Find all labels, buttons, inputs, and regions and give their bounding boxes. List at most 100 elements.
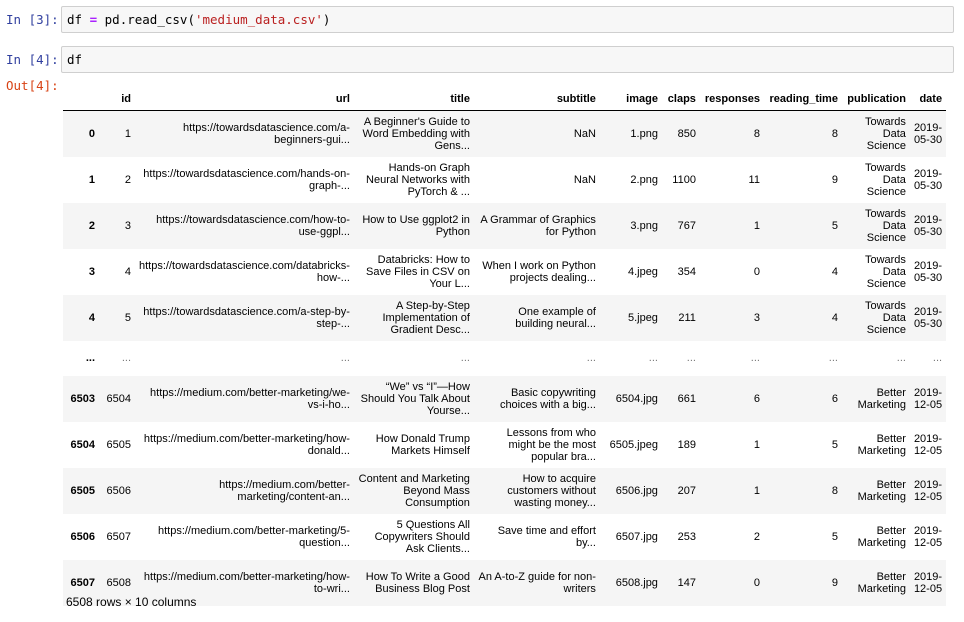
cell-image: 6504.jpg	[615, 392, 658, 405]
cell-date: 2019-05-30	[913, 305, 943, 330]
column-header-image: image	[599, 88, 662, 111]
cell-date: 2019-12-05	[913, 386, 943, 411]
cell-title: How Donald Trump Markets Himself	[375, 432, 470, 457]
cell-claps: 253	[677, 530, 696, 543]
cell-date: 2019-05-30	[913, 121, 943, 146]
column-header-title: title	[353, 88, 474, 111]
cell-index: 6506	[70, 530, 95, 543]
cell-subtitle: One example of building neural...	[515, 305, 596, 330]
code-operator: =	[89, 12, 98, 27]
code-call: pd.read_csv(	[104, 12, 195, 27]
table-ellipsis-row: .................................	[63, 341, 946, 376]
cell-index: 4	[88, 311, 95, 324]
column-header-responses: responses	[699, 88, 764, 111]
cell-index: 1	[88, 173, 95, 186]
cell-id: 5	[124, 311, 131, 324]
cell-url: https://towardsdatascience.com/hands-on-…	[143, 167, 350, 192]
cell-responses: 1	[753, 219, 760, 232]
cell-publication: Better Marketing	[857, 432, 906, 457]
cell-image: 4.jpeg	[627, 265, 658, 278]
cell-title: Content and Marketing Beyond Mass Consum…	[358, 472, 470, 509]
cell-publication: ...	[896, 352, 906, 364]
cell-url: https://medium.com/better-marketing/we-v…	[150, 386, 350, 411]
cell-subtitle: NaN	[573, 173, 596, 186]
cell-prompt-out-4: Out[4]:	[6, 78, 59, 93]
cell-url: https://medium.com/better-marketing/how-…	[143, 432, 350, 457]
cell-prompt-in-3: In [3]:	[6, 12, 59, 27]
cell-id: 1	[124, 127, 131, 140]
cell-title: Hands-on Graph Neural Networks with PyTo…	[366, 161, 470, 198]
cell-id: 6508	[106, 576, 131, 589]
cell-responses: 8	[753, 127, 760, 140]
cell-index: 2	[88, 219, 95, 232]
cell-subtitle: How to acquire customers without wasting…	[507, 472, 596, 509]
cell-image: 6506.jpg	[615, 484, 658, 497]
cell-responses: 0	[753, 265, 760, 278]
cell-publication: Towards Data Science	[864, 253, 906, 290]
table-header-row: id url title subtitle image claps respon…	[63, 88, 947, 111]
cell-claps: 147	[677, 576, 696, 589]
cell-claps: 207	[677, 484, 696, 497]
cell-responses: ...	[750, 352, 760, 364]
table-row: 4 5 https://towardsdatascience.com/a-step-…	[63, 294, 947, 341]
cell-reading-time: 5	[831, 438, 838, 451]
column-header-subtitle: subtitle	[473, 88, 600, 111]
cell-responses: 1	[753, 484, 760, 497]
cell-image: 6505.jpeg	[609, 438, 658, 451]
cell-title: How To Write a Good Business Blog Post	[365, 570, 470, 595]
cell-title: ...	[460, 352, 470, 364]
code-cell-read-csv[interactable]: df = pd.read_csv('medium_data.csv')	[61, 6, 954, 33]
code-string: 'medium_data.csv'	[194, 12, 323, 27]
table-row: 3 4 https://towardsdatascience.com/databri…	[63, 249, 946, 295]
cell-url: https://towardsdatascience.com/databrick…	[139, 259, 350, 284]
column-header-reading-time: reading_time	[763, 88, 842, 111]
cell-date: 2019-05-30	[913, 259, 943, 284]
cell-claps: 850	[677, 127, 696, 140]
cell-title: Databricks: How to Save Files in CSV on …	[366, 253, 470, 290]
cell-index: 6504	[70, 438, 95, 451]
cell-reading-time: 8	[831, 484, 838, 497]
table-row: 0 1 https://towardsdatascience.com/a-begin…	[63, 110, 947, 157]
cell-claps: 661	[677, 392, 696, 405]
column-header-url: url	[135, 88, 354, 111]
cell-claps: 211	[678, 311, 696, 324]
cell-publication: Better Marketing	[857, 478, 906, 503]
code-cell-df[interactable]: df	[61, 46, 954, 73]
cell-url: https://medium.com/better-marketing/5-qu…	[157, 524, 350, 549]
cell-url: https://towardsdatascience.com/a-step-by…	[143, 305, 350, 330]
cell-claps: 1100	[672, 173, 696, 186]
cell-responses: 3	[753, 311, 760, 324]
cell-subtitle: Basic copywriting choices with a big...	[499, 386, 596, 411]
table-row: 2 3 https://towardsdatascience.com/how-to-…	[63, 202, 947, 249]
cell-id: 6506	[106, 484, 131, 497]
cell-index: 6507	[70, 576, 95, 589]
cell-id: ...	[121, 352, 131, 364]
cell-subtitle: ...	[586, 352, 596, 364]
table-row: 6505 6506 https://medium.com/better-market…	[63, 467, 947, 514]
cell-title: A Step-by-Step Implementation of Gradien…	[382, 299, 470, 336]
cell-id: 4	[124, 265, 131, 278]
cell-reading-time: 4	[831, 265, 838, 278]
cell-responses: 6	[753, 392, 760, 405]
cell-subtitle: A Grammar of Graphics for Python	[480, 213, 596, 238]
cell-publication: Towards Data Science	[864, 115, 906, 152]
table-row: 1 2 https://towardsdatascience.com/hands-o…	[63, 157, 946, 203]
cell-date: 2019-12-05	[913, 524, 943, 549]
cell-reading-time: ...	[828, 352, 838, 364]
cell-claps: 767	[677, 219, 696, 232]
cell-responses: 11	[748, 173, 760, 186]
table-row: 6504 6505 https://medium.com/better-market…	[63, 422, 946, 468]
cell-publication: Towards Data Science	[864, 161, 906, 198]
cell-image: ...	[648, 352, 658, 364]
cell-responses: 0	[753, 576, 760, 589]
cell-claps: 354	[677, 265, 696, 278]
cell-date: 2019-12-05	[913, 570, 943, 595]
cell-reading-time: 6	[831, 392, 838, 405]
code-text: df	[67, 52, 83, 67]
cell-claps: 189	[677, 438, 696, 451]
cell-id: 6507	[106, 530, 131, 543]
cell-date: ...	[932, 352, 943, 364]
cell-date: 2019-05-30	[913, 167, 943, 192]
cell-url: ...	[340, 352, 350, 364]
cell-id: 2	[124, 173, 131, 186]
